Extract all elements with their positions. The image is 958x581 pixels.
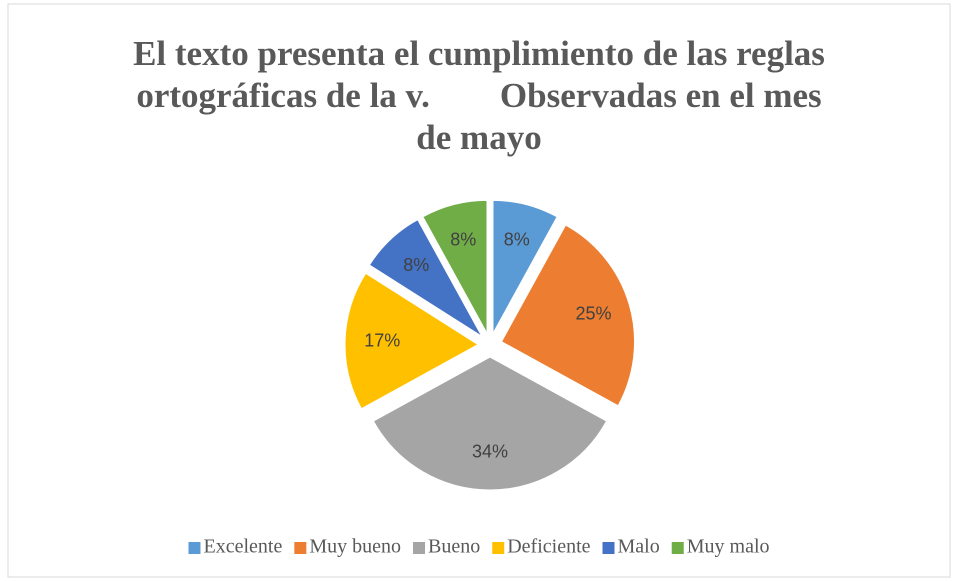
legend-swatch [602, 542, 615, 554]
pie-slice [344, 272, 479, 410]
data-label: 8% [504, 229, 530, 249]
legend-label: Bueno [428, 536, 480, 558]
data-label: 34% [472, 442, 508, 462]
data-label: 17% [364, 330, 400, 350]
pie-slice [368, 219, 483, 337]
legend-label: Excelente [203, 536, 282, 558]
data-label: 25% [575, 304, 611, 324]
pie-slice [422, 199, 488, 334]
data-label: 8% [403, 255, 429, 275]
data-label: 8% [450, 229, 476, 249]
chart-title: El texto presenta el cumplimiento de las… [133, 34, 825, 73]
legend-swatch [413, 542, 426, 554]
chart-title: de mayo [416, 118, 541, 157]
legend: Excelente Muy bueno Bueno Deficiente Malo Muy… [188, 536, 770, 558]
legend-swatch [671, 542, 684, 554]
legend-swatch [492, 542, 505, 554]
legend-label: Malo [618, 536, 660, 558]
chart-title: ortográficas de la v. Observadas en el m… [136, 76, 821, 115]
legend-label: Deficiente [507, 536, 590, 558]
legend-label: Muy bueno [309, 536, 401, 558]
pie-slice [372, 356, 608, 491]
legend-swatch [188, 542, 201, 554]
pie-slice [492, 199, 558, 334]
legend-swatch [294, 542, 307, 554]
pie-slice [500, 224, 636, 407]
legend-label: Muy malo [687, 536, 770, 558]
